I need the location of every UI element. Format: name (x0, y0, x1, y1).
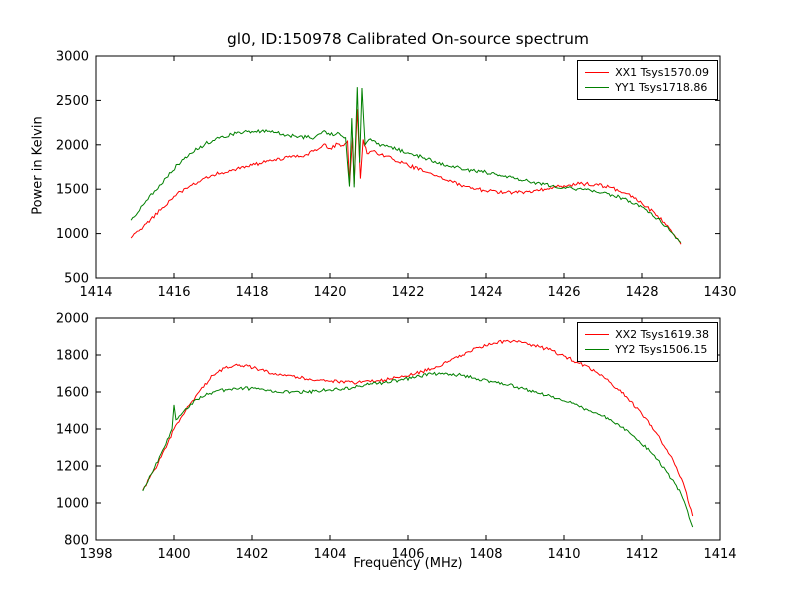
legend-label-xx1: XX1 Tsys1570.09 (615, 66, 709, 79)
x-tick-label: 1408 (469, 547, 502, 562)
y-axis-label: Power in Kelvin (30, 116, 46, 215)
legend-label-xx2: XX2 Tsys1619.38 (615, 328, 709, 341)
xx2-line-swatch (585, 334, 610, 335)
yy1-line-swatch (585, 87, 610, 88)
legend-bottom-subplot: XX2 Tsys1619.38 YY2 Tsys1506.15 (577, 322, 718, 362)
series-line-xx2 (142, 339, 694, 517)
x-tick-label: 1400 (157, 547, 190, 562)
x-tick-label: 1422 (391, 285, 424, 300)
x-tick-label: 1428 (625, 285, 658, 300)
legend-label-yy2: YY2 Tsys1506.15 (615, 343, 708, 356)
x-tick-label: 1426 (547, 285, 580, 300)
y-tick-label: 1200 (56, 460, 89, 475)
series-line-xx1 (130, 109, 682, 245)
y-tick-label: 1000 (56, 227, 89, 242)
y-tick-label: 1400 (56, 423, 89, 438)
legend-item-yy2: YY2 Tsys1506.15 (585, 342, 709, 357)
x-tick-label: 1416 (157, 285, 190, 300)
y-tick-label: 1000 (56, 497, 89, 512)
y-tick-label: 800 (64, 534, 89, 549)
legend-item-yy1: YY1 Tsys1718.86 (585, 80, 709, 95)
x-tick-label: 1410 (547, 547, 580, 562)
x-tick-label: 1418 (235, 285, 268, 300)
series-line-yy1 (130, 87, 682, 243)
x-tick-label: 1414 (79, 285, 112, 300)
legend-top-subplot: XX1 Tsys1570.09 YY1 Tsys1718.86 (577, 60, 718, 100)
x-tick-label: 1404 (313, 547, 346, 562)
chart-title: gl0, ID:150978 Calibrated On-source spec… (226, 30, 590, 48)
y-tick-label: 3000 (56, 50, 89, 65)
y-tick-label: 1800 (56, 349, 89, 364)
x-tick-label: 1406 (391, 547, 424, 562)
legend-item-xx2: XX2 Tsys1619.38 (585, 327, 709, 342)
xx1-line-swatch (585, 72, 610, 73)
series-line-yy2 (142, 371, 694, 528)
x-tick-label: 1424 (469, 285, 502, 300)
y-tick-label: 500 (64, 272, 89, 287)
x-tick-label: 1412 (625, 547, 658, 562)
x-tick-label: 1414 (703, 547, 736, 562)
y-tick-label: 2500 (56, 94, 89, 109)
y-tick-label: 1500 (56, 183, 89, 198)
x-tick-label: 1430 (703, 285, 736, 300)
y-tick-label: 2000 (56, 138, 89, 153)
legend-label-yy1: YY1 Tsys1718.86 (615, 81, 708, 94)
x-axis-label: Frequency (MHz) (353, 556, 463, 571)
y-tick-label: 2000 (56, 312, 89, 327)
x-tick-label: 1402 (235, 547, 268, 562)
legend-item-xx1: XX1 Tsys1570.09 (585, 65, 709, 80)
yy2-line-swatch (585, 349, 610, 350)
x-tick-label: 1398 (79, 547, 112, 562)
y-tick-label: 1600 (56, 386, 89, 401)
x-tick-label: 1420 (313, 285, 346, 300)
